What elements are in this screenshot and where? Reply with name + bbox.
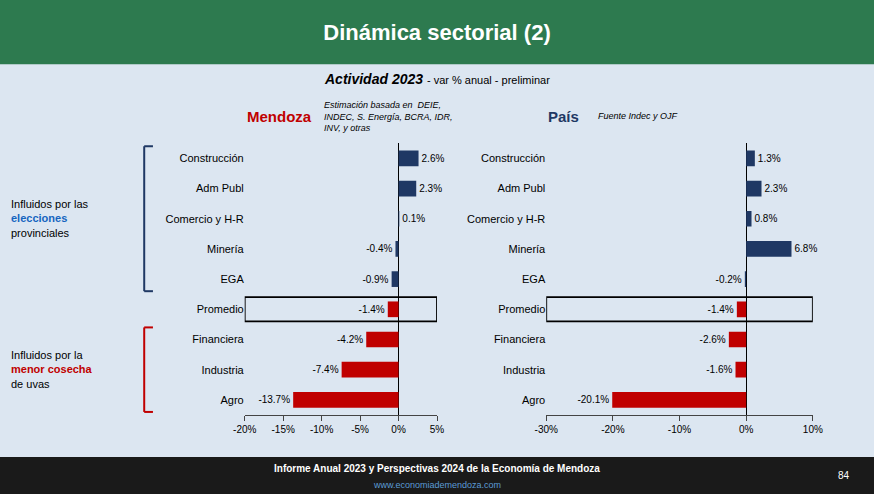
- svg-text:Promedio: Promedio: [498, 303, 545, 315]
- svg-text:0%: 0%: [739, 424, 754, 435]
- svg-text:Comercio y H-R: Comercio y H-R: [467, 213, 545, 225]
- svg-text:Agro: Agro: [220, 394, 243, 406]
- svg-text:Promedio: Promedio: [197, 303, 244, 315]
- svg-text:Comercio y H-R: Comercio y H-R: [165, 213, 243, 225]
- svg-text:Estimación basada en DEIE,IND: Estimación basada en DEIE,INDEC, S. Ener…: [324, 100, 453, 133]
- svg-text:10%: 10%: [803, 424, 823, 435]
- svg-text:EGA: EGA: [522, 273, 546, 285]
- svg-text:Adm Publ: Adm Publ: [498, 182, 546, 194]
- svg-text:Financiera: Financiera: [494, 333, 546, 345]
- svg-text:Industria: Industria: [202, 364, 245, 376]
- svg-text:Minería: Minería: [207, 243, 245, 255]
- svg-text:Dinámica sectorial (2): Dinámica sectorial (2): [323, 20, 550, 45]
- svg-text:2.3%: 2.3%: [765, 183, 788, 194]
- svg-text:Agro: Agro: [522, 394, 545, 406]
- svg-text:2.3%: 2.3%: [419, 183, 442, 194]
- svg-text:-1.6%: -1.6%: [706, 364, 732, 375]
- svg-text:-1.4%: -1.4%: [359, 304, 385, 315]
- svg-text:2.6%: 2.6%: [422, 153, 445, 164]
- svg-text:Construcción: Construcción: [481, 152, 545, 164]
- svg-text:-10%: -10%: [310, 424, 333, 435]
- svg-text:-7.4%: -7.4%: [312, 364, 338, 375]
- svg-text:-20%: -20%: [601, 424, 624, 435]
- svg-text:País: País: [548, 108, 579, 125]
- svg-text:Minería: Minería: [509, 243, 547, 255]
- svg-text:Informe Anual 2023 y Perspecti: Informe Anual 2023 y Perspectivas 2024 d…: [274, 463, 600, 474]
- svg-text:-13.7%: -13.7%: [258, 394, 290, 405]
- svg-text:0%: 0%: [391, 424, 406, 435]
- svg-text:Construcción: Construcción: [180, 152, 244, 164]
- svg-text:1.3%: 1.3%: [758, 153, 781, 164]
- svg-text:EGA: EGA: [220, 273, 244, 285]
- svg-text:-0.9%: -0.9%: [362, 274, 388, 285]
- svg-text:Fuente Indec y OJF: Fuente Indec y OJF: [598, 111, 678, 121]
- svg-text:Actividad 2023 - var % anual -: Actividad 2023 - var % anual - prelimina…: [324, 71, 550, 87]
- svg-text:84: 84: [838, 470, 850, 481]
- svg-text:-20.1%: -20.1%: [577, 394, 609, 405]
- svg-text:0.8%: 0.8%: [755, 213, 778, 224]
- svg-text:-0.4%: -0.4%: [366, 243, 392, 254]
- svg-text:www.economiademendoza.com: www.economiademendoza.com: [373, 480, 501, 490]
- svg-text:-15%: -15%: [272, 424, 295, 435]
- svg-text:Industria: Industria: [503, 364, 546, 376]
- svg-text:-2.6%: -2.6%: [700, 334, 726, 345]
- svg-text:Financiera: Financiera: [192, 333, 244, 345]
- svg-text:6.8%: 6.8%: [794, 243, 817, 254]
- svg-text:Influidos por laseleccionespro: Influidos por laseleccionesprovinciales: [11, 198, 89, 239]
- svg-text:Mendoza: Mendoza: [247, 108, 312, 125]
- svg-text:Influidos por lamenor cosechad: Influidos por lamenor cosechade uvas: [11, 349, 93, 390]
- svg-text:-10%: -10%: [668, 424, 691, 435]
- svg-text:-1.4%: -1.4%: [708, 304, 734, 315]
- svg-text:-20%: -20%: [233, 424, 256, 435]
- svg-text:-0.2%: -0.2%: [716, 274, 742, 285]
- svg-text:-5%: -5%: [351, 424, 369, 435]
- svg-text:5%: 5%: [430, 424, 445, 435]
- svg-text:0.1%: 0.1%: [402, 213, 425, 224]
- svg-text:-4.2%: -4.2%: [337, 334, 363, 345]
- svg-text:-30%: -30%: [535, 424, 558, 435]
- svg-text:Adm Publ: Adm Publ: [196, 182, 244, 194]
